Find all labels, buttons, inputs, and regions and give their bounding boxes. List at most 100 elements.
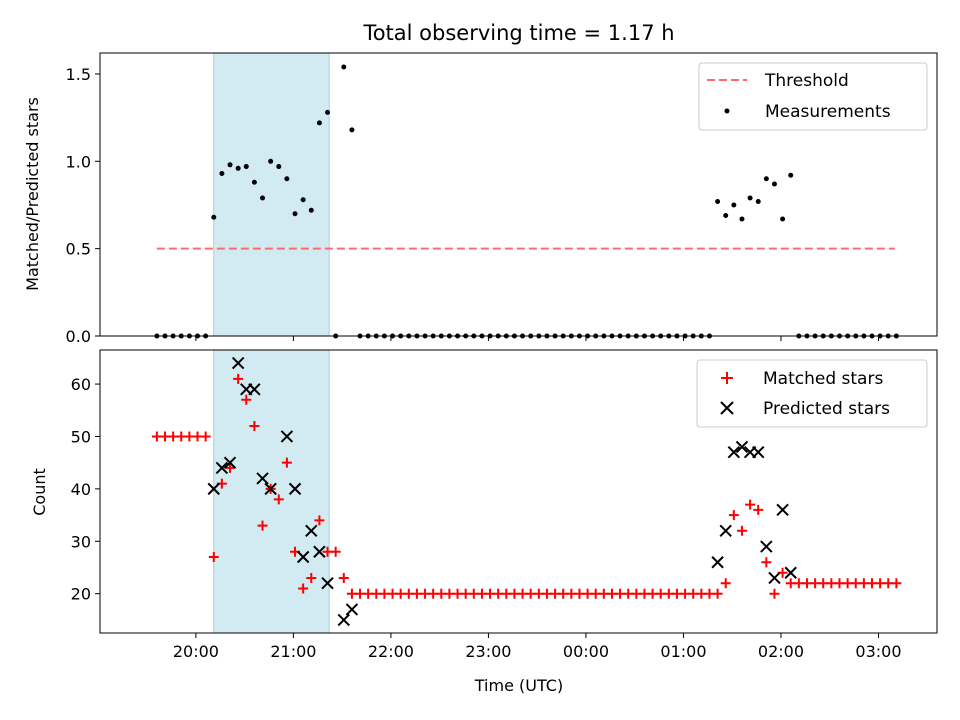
predicted-stars-point	[776, 503, 789, 517]
measurements-point	[398, 333, 404, 339]
measurements-point	[706, 333, 712, 339]
top-y-tick-label: 1.5	[66, 65, 91, 84]
measurements-point	[715, 198, 721, 204]
measurements-point	[487, 333, 493, 339]
predicted-stars-point	[264, 482, 277, 496]
measurements-point	[381, 333, 387, 339]
measurements-point	[723, 212, 729, 218]
measurements-point	[536, 333, 542, 339]
x-tick-label: 00:00	[563, 642, 609, 661]
predicted-stars-point	[768, 571, 781, 585]
predicted-stars-point	[256, 472, 269, 485]
legend-predicted-label: Predicted stars	[763, 399, 890, 419]
measurements-point	[601, 333, 607, 339]
matched-stars-point	[338, 572, 349, 583]
measurements-point	[211, 214, 217, 220]
measurements-point	[820, 333, 826, 339]
measurements-point	[552, 333, 558, 339]
predicted-stars-point	[760, 540, 773, 553]
measurements-point	[235, 165, 241, 171]
predicted-stars-point	[711, 556, 724, 569]
top-y-tick-label: 0.0	[66, 327, 91, 346]
measurements-point	[771, 181, 777, 187]
predicted-stars-point	[288, 482, 302, 496]
matched-stars-point	[745, 499, 756, 510]
x-tick-label: 23:00	[465, 642, 511, 661]
measurements-point	[154, 333, 160, 339]
measurements-point	[520, 333, 526, 339]
measurements-point	[511, 333, 517, 339]
measurements-point	[796, 333, 802, 339]
matched-stars-point	[281, 457, 292, 468]
matched-stars-point	[249, 420, 260, 431]
predicted-stars-point	[752, 445, 765, 459]
measurements-point	[877, 333, 883, 339]
predicted-stars-point	[735, 440, 749, 454]
legend-matched-label: Matched stars	[763, 369, 883, 389]
measurements-point	[365, 333, 371, 339]
matched-stars-point	[306, 572, 317, 583]
x-tick-label: 22:00	[368, 642, 414, 661]
matched-stars-point	[712, 588, 723, 599]
legend-threshold-label: Threshold	[764, 71, 849, 91]
measurements-point	[804, 333, 810, 339]
predicted-stars-point	[223, 456, 237, 469]
measurements-point	[641, 333, 647, 339]
top-y-tick-label: 0.5	[66, 240, 91, 259]
measurements-point	[219, 171, 225, 177]
top-highlight-span	[213, 52, 330, 337]
measurements-point	[585, 333, 591, 339]
measurements-point	[682, 333, 688, 339]
predicted-stars-point	[784, 566, 797, 579]
measurements-point	[227, 162, 233, 168]
predicted-stars-point	[727, 445, 741, 459]
measurements-point	[276, 164, 282, 170]
measurements-point	[170, 333, 176, 339]
measurements-point	[203, 333, 209, 339]
measurements-point	[650, 333, 656, 339]
top-axes-frame	[99, 52, 938, 337]
matched-stars-point	[233, 373, 244, 384]
measurements-point	[195, 333, 201, 339]
measurements-point	[593, 333, 599, 339]
measurements-point	[268, 158, 274, 164]
predicted-stars-point	[313, 545, 326, 558]
measurements-point	[861, 333, 867, 339]
measurements-point	[260, 195, 266, 201]
legend-measurements-label: Measurements	[765, 102, 891, 122]
matched-stars-point	[225, 462, 236, 473]
measurements-point	[186, 333, 192, 339]
matched-stars-point	[753, 504, 764, 515]
matched-stars-point	[736, 525, 747, 536]
measurements-point	[528, 333, 534, 339]
measurements-point	[763, 176, 769, 182]
measurements-point	[471, 333, 477, 339]
matched-ratio-panel: Matched/Predicted stars 0.0 0.5 1.0 1.5	[23, 52, 938, 346]
measurements-point	[341, 64, 347, 70]
measurements-point	[812, 333, 818, 339]
measurements-point	[455, 333, 461, 339]
legend-matched-swatch	[721, 372, 733, 384]
predicted-stars-point	[231, 356, 245, 370]
measurements-point	[284, 176, 290, 182]
measurements-point	[463, 333, 469, 339]
measurements-point	[243, 164, 249, 170]
top-y-axis-label: Matched/Predicted stars	[23, 97, 42, 291]
measurements-point	[390, 333, 396, 339]
measurements-point	[836, 333, 842, 339]
measurements-point	[690, 333, 696, 339]
predicted-stars-point	[345, 603, 359, 616]
measurements-point	[430, 333, 436, 339]
measurements-point	[698, 333, 704, 339]
predicted-stars-point	[719, 524, 732, 538]
measurements-point	[560, 333, 566, 339]
measurements-point	[747, 195, 753, 201]
predicted-stars-point	[248, 383, 261, 396]
top-legend: Threshold Measurements	[698, 62, 928, 131]
measurements-point	[479, 333, 485, 339]
measurements-point	[357, 333, 363, 339]
measurements-point	[308, 207, 314, 213]
measurements-point	[780, 216, 786, 222]
predicted-stars-point	[215, 461, 229, 475]
